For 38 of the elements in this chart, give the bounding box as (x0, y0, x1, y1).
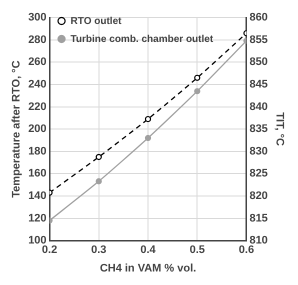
y2-tick-label: 835 (249, 123, 268, 136)
y2-tick-label: 820 (249, 190, 268, 202)
y-tick-label: 180 (28, 145, 47, 158)
point (194, 88, 200, 94)
x-tick-label: 0.3 (91, 244, 106, 256)
y-tick-label: 140 (28, 190, 47, 202)
y-tick-label: 120 (28, 212, 47, 224)
y2-axis-title: TIT, °C (273, 112, 286, 146)
x-axis-title: CH4 in VAM % vol. (100, 262, 196, 274)
y-tick-label: 160 (28, 168, 47, 180)
y2-tick-label: 815 (249, 212, 268, 224)
y-tick-label: 100 (28, 234, 47, 247)
y2-tick-label: 825 (249, 168, 268, 180)
y2-tick-label: 850 (249, 56, 268, 68)
x-tick-label: 0.5 (190, 244, 205, 256)
point (194, 74, 200, 81)
x-tick-label: 0.4 (140, 244, 157, 256)
y-tick-label: 280 (28, 34, 47, 46)
y-axis-title: Temperature after RTO, °C (10, 60, 23, 198)
y2-tick-label: 830 (249, 145, 268, 158)
x-tick-label: 0.6 (238, 244, 254, 256)
y-tick-label: 260 (28, 56, 47, 68)
y2-tick-label: 855 (249, 34, 268, 46)
legend-label: RTO outlet (70, 16, 122, 27)
x-tick-label: 0.2 (42, 244, 58, 256)
point (144, 116, 152, 122)
y-tick-label: 220 (28, 100, 47, 113)
y2-tick-label: 845 (249, 78, 268, 91)
y-tick-label: 200 (28, 123, 47, 136)
y-tick-label: 300 (28, 12, 47, 24)
legend-label: Turbine comb. chamber outlet (70, 34, 214, 45)
y2-tick-label: 840 (249, 100, 268, 113)
point (96, 178, 102, 184)
y2-tick-label: 860 (249, 12, 268, 24)
point (96, 154, 102, 160)
y-tick-label: 240 (28, 78, 47, 91)
point (144, 134, 152, 142)
y2-tick-label: 810 (249, 234, 268, 247)
